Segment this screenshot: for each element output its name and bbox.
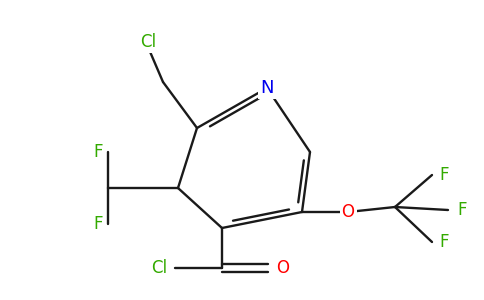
- Text: F: F: [457, 201, 467, 219]
- Text: F: F: [93, 215, 103, 233]
- Text: O: O: [276, 259, 289, 277]
- Text: N: N: [260, 79, 274, 97]
- Text: Cl: Cl: [151, 259, 167, 277]
- Text: O: O: [342, 203, 354, 221]
- Text: Cl: Cl: [140, 33, 156, 51]
- Text: F: F: [439, 233, 449, 251]
- Text: F: F: [93, 143, 103, 161]
- Text: F: F: [439, 166, 449, 184]
